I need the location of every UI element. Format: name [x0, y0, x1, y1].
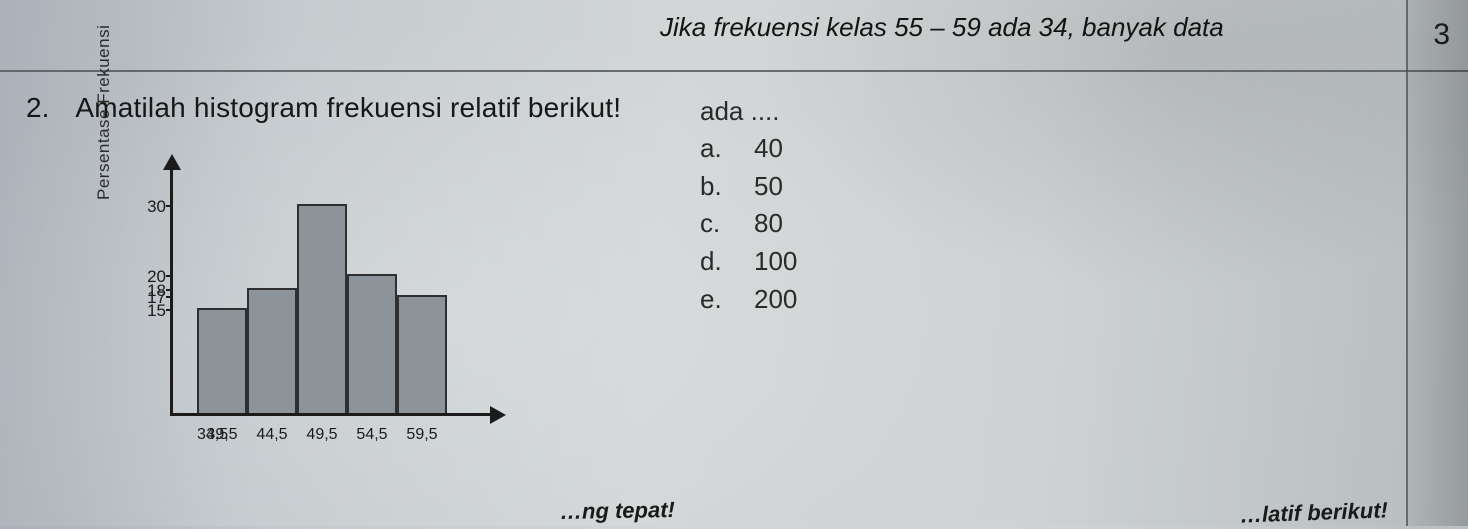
y-tick-label: 30 — [132, 197, 166, 217]
histogram-plot: 1517182030 34,5 39,5 44,5 49,5 54,5 59,5 — [170, 150, 500, 450]
x-tick: 54,5 — [347, 426, 397, 444]
option-value: 100 — [754, 243, 797, 281]
option-value: 200 — [754, 281, 797, 319]
page-edge-text-fragment: …latif berikut! — [1240, 497, 1389, 528]
option-label: d. — [700, 243, 726, 281]
question-blank: ada .... — [700, 96, 780, 127]
x-tick: 49,5 — [297, 426, 347, 444]
question-continuation-text: Jika frekuensi kelas 55 – 59 ada 34, ban… — [660, 12, 1224, 43]
histogram: Persentase Frekuensi 1517182030 34,5 39,… — [100, 140, 540, 490]
question-prompt: Amatilah histogram frekuensi relatif ber… — [75, 92, 621, 124]
option-e: e. 200 — [700, 281, 797, 319]
x-axis-arrow-icon — [490, 406, 506, 424]
y-tick-mark — [166, 289, 173, 291]
horizontal-rule — [0, 70, 1468, 72]
histogram-bar — [397, 295, 447, 413]
x-tick: 59,5 — [397, 426, 447, 444]
y-tick-mark — [166, 296, 173, 298]
x-ticks: 34,5 39,5 44,5 49,5 54,5 59,5 — [173, 426, 493, 444]
option-value: 40 — [754, 130, 783, 168]
question-line: 2. Amatilah histogram frekuensi relatif … — [26, 92, 621, 124]
histogram-bar — [197, 308, 247, 413]
page-edge-text-fragment: …ng tepat! — [560, 497, 675, 525]
option-d: d. 100 — [700, 243, 797, 281]
option-label: c. — [700, 205, 726, 243]
y-tick-mark — [166, 275, 173, 277]
option-label: a. — [700, 130, 726, 168]
question-number: 2. — [26, 92, 49, 124]
histogram-bar — [347, 274, 397, 413]
answer-options: a. 40 b. 50 c. 80 d. 100 e. 200 — [700, 130, 797, 318]
x-tick: 44,5 — [247, 426, 297, 444]
option-value: 80 — [754, 205, 783, 243]
next-question-number: 3 — [1433, 18, 1450, 52]
option-a: a. 40 — [700, 130, 797, 168]
option-label: e. — [700, 281, 726, 319]
option-label: b. — [700, 168, 726, 206]
option-b: b. 50 — [700, 168, 797, 206]
histogram-bars — [173, 183, 473, 413]
y-axis-arrow-icon — [163, 154, 181, 170]
option-c: c. 80 — [700, 205, 797, 243]
y-ticks: 1517182030 — [132, 186, 166, 416]
x-axis — [170, 413, 500, 416]
histogram-bar — [297, 204, 347, 413]
y-tick-label: 20 — [132, 267, 166, 287]
y-tick-mark — [166, 309, 173, 311]
y-tick-mark — [166, 205, 173, 207]
page-fold-shadow — [1408, 0, 1468, 526]
y-axis-label: Persentase Frekuensi — [94, 25, 114, 200]
option-value: 50 — [754, 168, 783, 206]
histogram-bar — [247, 288, 297, 413]
